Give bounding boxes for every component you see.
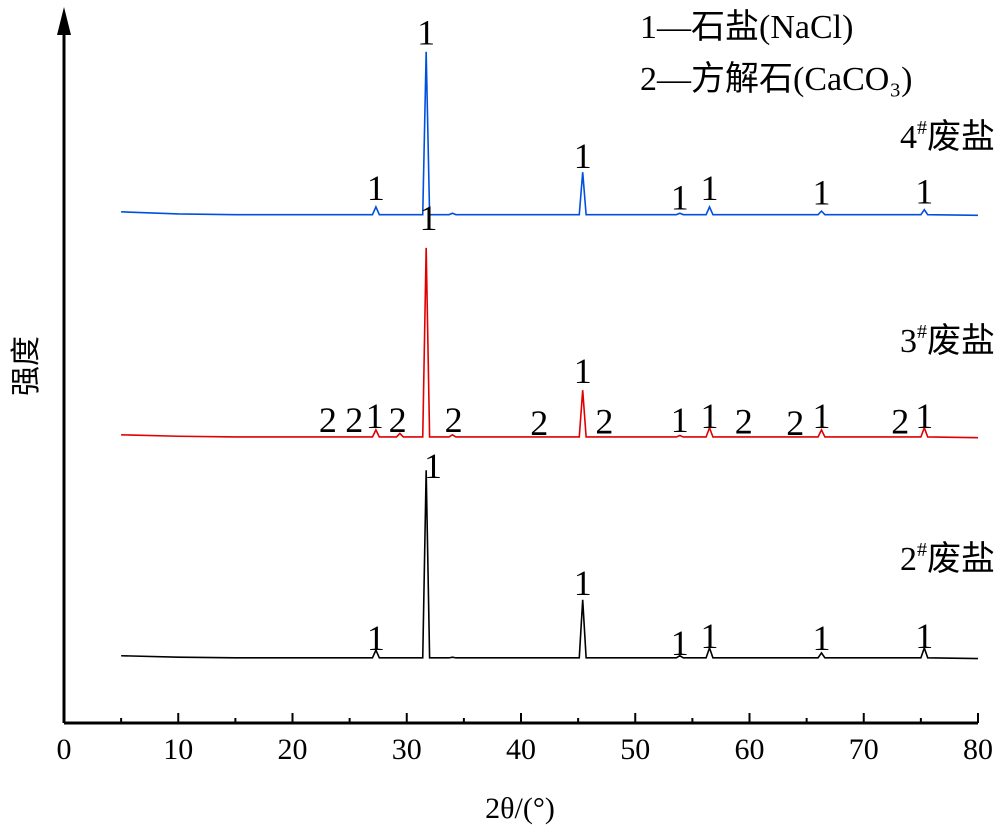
peak-label: 1	[367, 168, 385, 208]
peak-label: 1	[671, 623, 689, 663]
peak-label: 1	[574, 563, 592, 603]
peak-label: 2	[595, 401, 613, 441]
peak-label: 1	[915, 396, 933, 436]
peak-label: 1	[574, 136, 592, 176]
peak-label: 2	[786, 403, 804, 443]
x-tick-label: 70	[849, 733, 879, 766]
peak-label: 2	[735, 401, 753, 441]
peak-label: 1	[701, 396, 719, 436]
x-tick-label: 40	[506, 733, 536, 766]
y-axis-arrow	[57, 7, 71, 35]
x-tick-label: 80	[963, 733, 993, 766]
peak-label: 1	[812, 173, 830, 213]
legend-line: 2—方解石(CaCO₃)	[640, 60, 913, 98]
series-label: 3#废盐	[900, 321, 995, 360]
peak-label: 1	[812, 618, 830, 658]
peak-label: 1	[366, 396, 384, 436]
peak-label: 2	[319, 400, 337, 440]
peak-label: 2	[891, 401, 909, 441]
x-tick-label: 10	[163, 733, 193, 766]
peak-label: 2	[389, 400, 407, 440]
peak-label: 2	[345, 400, 363, 440]
series-label: 2#废盐	[900, 539, 995, 578]
peak-label: 1	[419, 198, 437, 238]
series-line	[121, 470, 979, 660]
x-tick-label: 60	[735, 733, 765, 766]
x-tick-label: 30	[392, 733, 422, 766]
series-line	[121, 247, 979, 439]
peak-label: 1	[915, 616, 933, 656]
peak-label: 1	[417, 13, 435, 53]
peak-label: 1	[671, 400, 689, 440]
peak-label: 2	[530, 403, 548, 443]
y-axis-label: 强度	[10, 336, 43, 396]
x-tick-label: 50	[620, 733, 650, 766]
peak-label: 1	[367, 618, 385, 658]
peak-label: 1	[812, 396, 830, 436]
peak-label: 1	[701, 168, 719, 208]
series-line	[121, 51, 979, 217]
peak-label: 1	[701, 616, 719, 656]
legend-line: 1—石盐(NaCl)	[640, 8, 853, 46]
x-tick-label: 0	[57, 733, 72, 766]
x-tick-label: 20	[278, 733, 308, 766]
peak-label: 1	[915, 171, 933, 211]
x-axis-label: 2θ/(°)	[485, 792, 555, 825]
peak-label: 2	[445, 400, 463, 440]
peak-label: 1	[574, 351, 592, 391]
peak-label: 1	[671, 178, 689, 218]
series-label: 4#废盐	[900, 117, 995, 156]
peak-label: 1	[424, 446, 442, 486]
